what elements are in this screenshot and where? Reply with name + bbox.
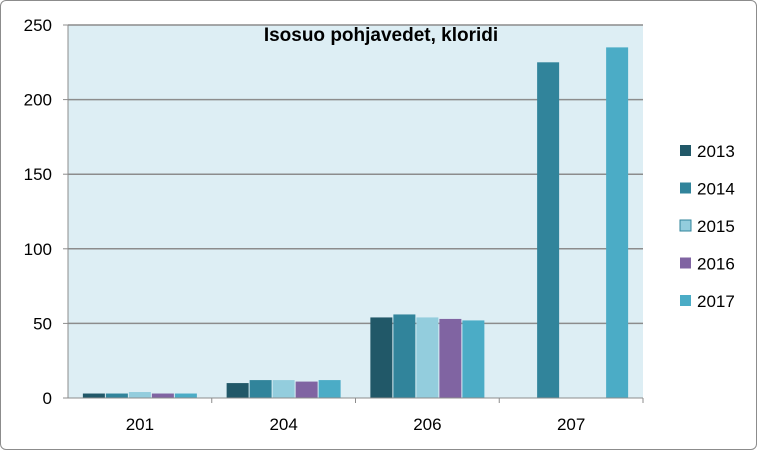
bar-2014-204: [249, 380, 272, 398]
bar-2016-206: [439, 318, 462, 398]
legend-swatch: [680, 145, 691, 156]
bar-2015-204: [272, 380, 295, 398]
y-tick-label: 150: [24, 165, 52, 184]
bar-2013-201: [82, 393, 105, 398]
bar-2013-204: [226, 383, 249, 398]
bar-2017-207: [606, 47, 629, 398]
x-tick-label: 207: [557, 415, 585, 434]
bar-2014-206: [393, 314, 416, 398]
legend-label: 2016: [697, 255, 735, 274]
legend-label: 2013: [697, 142, 735, 161]
bar-2015-201: [128, 392, 151, 398]
x-tick-label: 201: [126, 415, 154, 434]
y-tick-label: 50: [33, 314, 52, 333]
bar-2017-206: [462, 320, 485, 398]
legend-swatch: [679, 219, 692, 232]
x-tick-label: 206: [413, 415, 441, 434]
y-tick-label: 0: [43, 389, 52, 408]
bar-2016-204: [295, 381, 318, 398]
legend-label: 2014: [697, 180, 735, 199]
bar-2013-206: [370, 317, 393, 398]
legend-label: 2017: [697, 292, 735, 311]
bar-2014-201: [105, 393, 128, 398]
legend-swatch: [680, 295, 691, 306]
bar-2016-201: [151, 393, 174, 398]
bars: [82, 47, 629, 399]
y-tick-label: 200: [24, 91, 52, 110]
legend-label: 2015: [697, 217, 735, 236]
axes: 0 50 100 150 200 250 201 204 206 207: [24, 16, 644, 434]
x-tick-label: 204: [269, 415, 297, 434]
bar-2017-204: [318, 380, 341, 398]
bar-2017-201: [174, 393, 197, 398]
bar-2014-207: [537, 62, 560, 399]
legend-swatch: [680, 182, 691, 194]
y-tick-label: 100: [24, 240, 52, 259]
bar-2015-206: [416, 317, 439, 398]
chart-title: Isosuo pohjavedet, kloridi: [264, 25, 498, 46]
legend: 2013 2014 2015 2016 2017: [679, 142, 735, 311]
legend-swatch: [680, 257, 691, 269]
y-tick-label: 250: [24, 16, 52, 35]
